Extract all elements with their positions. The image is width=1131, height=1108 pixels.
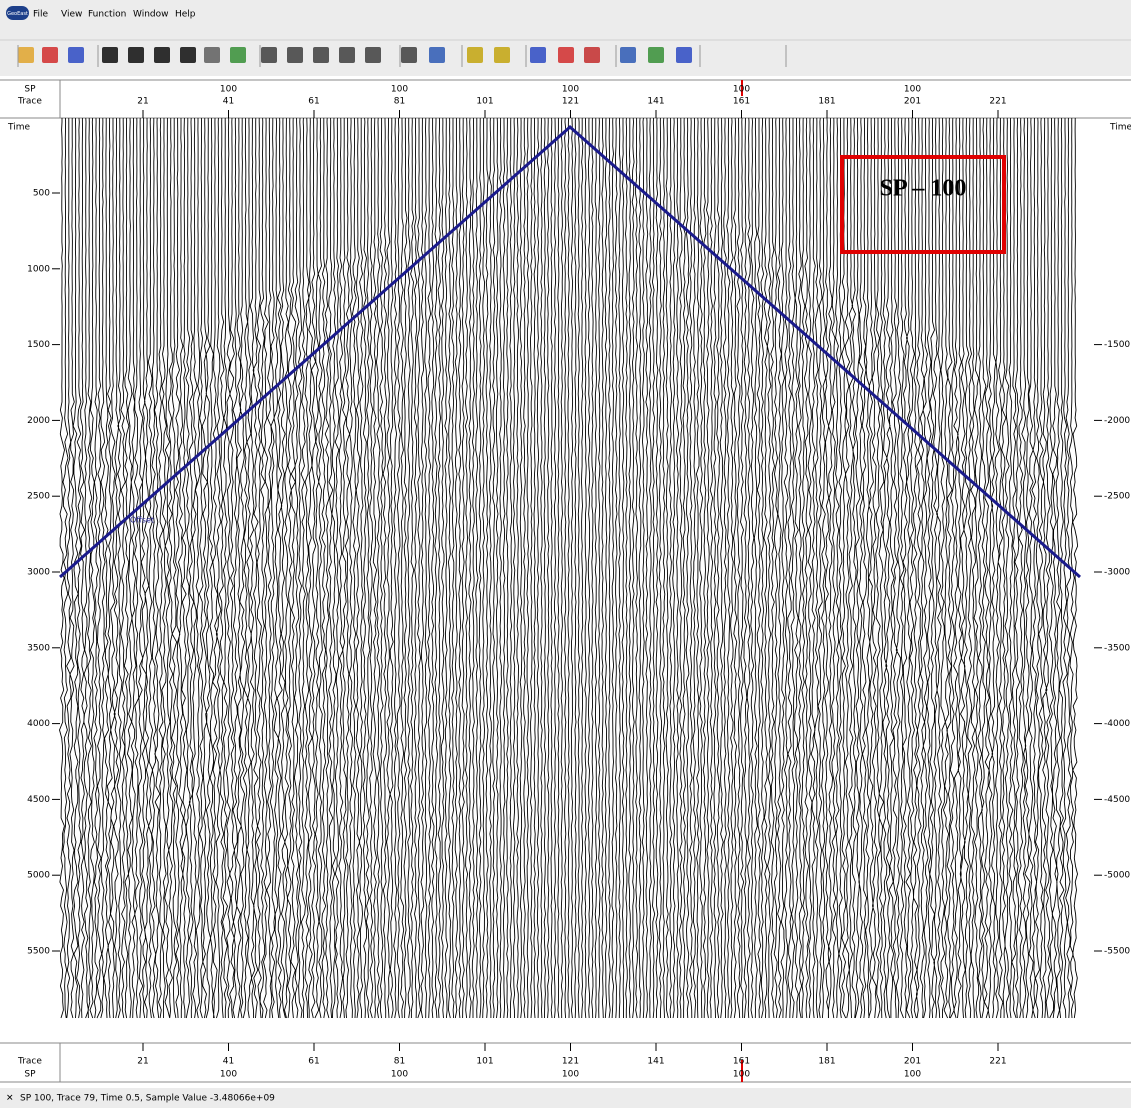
time-label: 4000 [27, 719, 50, 729]
toolbar-button[interactable] [558, 47, 574, 63]
time-label: -5000 [1104, 871, 1130, 881]
time-label: -1500 [1104, 340, 1130, 350]
time-label: -5500 [1104, 947, 1130, 957]
right-axis-title: Time [1109, 123, 1131, 133]
axis-row-label: Trace [17, 1057, 42, 1067]
page: {"logo": "GeoEast", "menu": ["File", "Vi… [0, 0, 1131, 1108]
trace-label: 181 [818, 1057, 835, 1067]
status-text: SP 100, Trace 79, Time 0.5, Sample Value… [20, 1094, 275, 1104]
trace-label: 181 [818, 97, 835, 107]
toolbar-button[interactable] [102, 47, 118, 63]
toolbar-button[interactable] [180, 47, 196, 63]
sp-label: 100 [733, 1070, 750, 1080]
toolbar-button[interactable] [42, 47, 58, 63]
toolbar-button[interactable] [620, 47, 636, 63]
trace-label: 81 [394, 1057, 405, 1067]
toolbar-button[interactable] [313, 47, 329, 63]
toolbar-button[interactable] [261, 47, 277, 63]
toolbar-button[interactable] [287, 47, 303, 63]
trace-label: 141 [647, 97, 664, 107]
toolbar-button[interactable] [584, 47, 600, 63]
menu-item[interactable]: Function [88, 10, 126, 20]
time-label: 3000 [27, 568, 50, 578]
logo: GeoEast [7, 11, 28, 17]
menu-item[interactable]: File [33, 10, 49, 20]
trace-label: 161 [733, 1057, 750, 1067]
trace-label: 201 [904, 1057, 921, 1067]
menu-item[interactable]: Help [175, 10, 196, 20]
sp-label: 100 [904, 1070, 921, 1080]
sp-label: 100 [391, 1070, 408, 1080]
time-label: -4000 [1104, 719, 1130, 729]
toolbar-button[interactable] [204, 47, 220, 63]
offset-label: Offset [130, 516, 154, 525]
trace-label: 121 [562, 1057, 579, 1067]
toolbar-button[interactable] [154, 47, 170, 63]
trace-label: 201 [904, 97, 921, 107]
time-label: -2000 [1104, 416, 1130, 426]
time-label: -2500 [1104, 492, 1130, 502]
chrome-background [0, 0, 1131, 76]
trace-label: 41 [223, 1057, 234, 1067]
sp-label: 100 [220, 85, 237, 95]
time-label: 3500 [27, 643, 50, 653]
toolbar-button[interactable] [648, 47, 664, 63]
sp-label: 100 [562, 85, 579, 95]
toolbar-button[interactable] [18, 47, 34, 63]
menu-item[interactable]: Window [133, 10, 169, 20]
time-label: -4500 [1104, 795, 1130, 805]
toolbar-button[interactable] [365, 47, 381, 63]
sp-label: 100 [904, 85, 921, 95]
toolbar-button[interactable] [128, 47, 144, 63]
annotation: SP – 100 [880, 176, 967, 202]
sp-label: 100 [391, 85, 408, 95]
toolbar-button[interactable] [401, 47, 417, 63]
toolbar-button[interactable] [530, 47, 546, 63]
time-label: -3500 [1104, 643, 1130, 653]
menu-item[interactable]: View [61, 10, 82, 20]
trace-label: 101 [476, 1057, 493, 1067]
time-label: 1500 [27, 340, 50, 350]
toolbar-button[interactable] [68, 47, 84, 63]
toolbar-button[interactable] [676, 47, 692, 63]
trace-label: 41 [223, 97, 234, 107]
toolbar-button[interactable] [339, 47, 355, 63]
trace-label: 61 [308, 1057, 319, 1067]
toolbar-button[interactable] [467, 47, 483, 63]
viewer-window: GeoEast ✕ SP 100, Trace 79, Time 0.5, Sa… [0, 0, 1131, 1108]
trace-label: 61 [308, 97, 319, 107]
time-label: 1000 [27, 264, 50, 274]
time-label: 5500 [27, 947, 50, 957]
axis-row-label: Trace [17, 97, 42, 107]
sp-label: 100 [733, 85, 750, 95]
axis-row-label: SP [24, 85, 36, 95]
time-label: 5000 [27, 871, 50, 881]
trace-label: 141 [647, 1057, 664, 1067]
sp-label: 100 [562, 1070, 579, 1080]
trace-label: 21 [137, 1057, 148, 1067]
trace-label: 121 [562, 97, 579, 107]
trace-label: 101 [476, 97, 493, 107]
toolbar-button[interactable] [494, 47, 510, 63]
time-label: 500 [33, 189, 50, 199]
trace-label: 21 [137, 97, 148, 107]
trace-label: 161 [733, 97, 750, 107]
toolbar-button[interactable] [429, 47, 445, 63]
sp-label: 100 [220, 1070, 237, 1080]
left-axis-title: Time [7, 123, 30, 133]
time-label: -3000 [1104, 568, 1130, 578]
trace-label: 221 [989, 1057, 1006, 1067]
status-icon[interactable]: ✕ [6, 1094, 14, 1104]
toolbar-button[interactable] [230, 47, 246, 63]
time-label: 2500 [27, 492, 50, 502]
trace-label: 81 [394, 97, 405, 107]
time-label: 4500 [27, 795, 50, 805]
axis-row-label: SP [24, 1070, 36, 1080]
time-label: 2000 [27, 416, 50, 426]
trace-label: 221 [989, 97, 1006, 107]
